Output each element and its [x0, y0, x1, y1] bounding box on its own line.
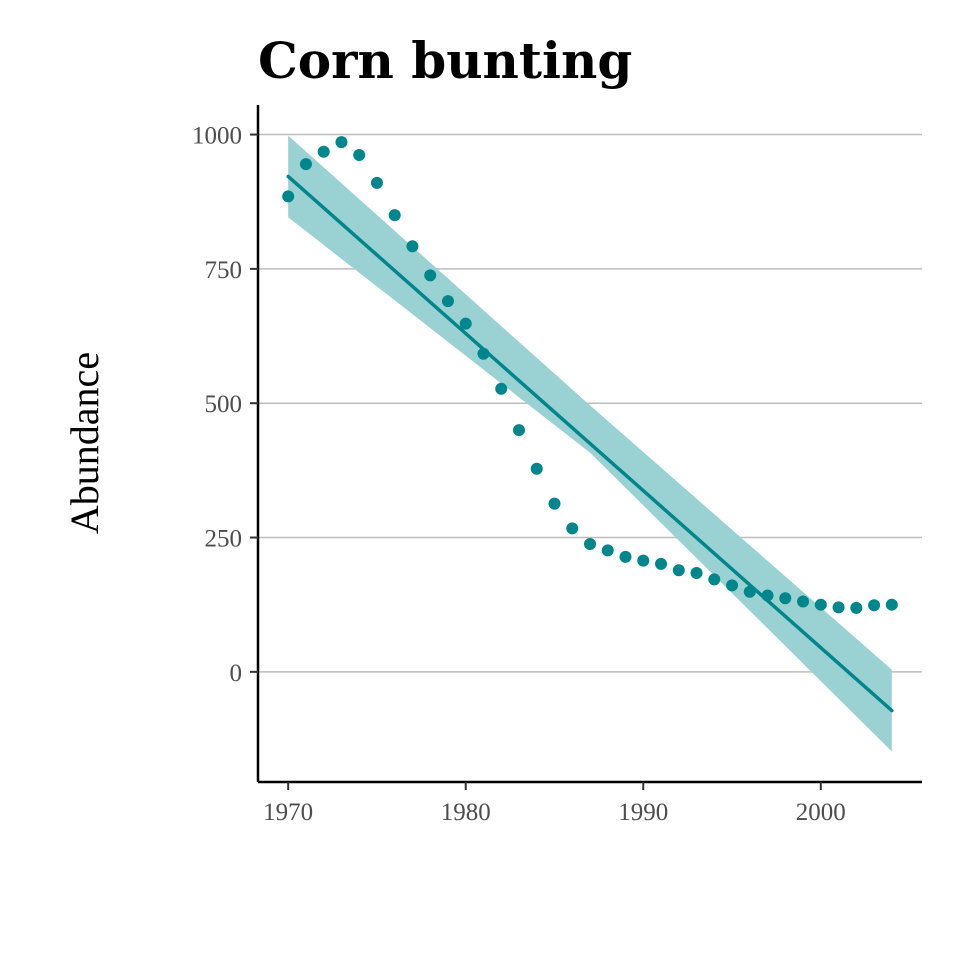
data-point-2003 [868, 599, 881, 612]
data-point-1976 [388, 209, 401, 222]
y-tick-label-750: 750 [205, 257, 243, 284]
x-tick-label-2000: 2000 [796, 799, 846, 826]
data-point-2002 [850, 601, 863, 614]
data-point-1984 [530, 462, 543, 475]
data-point-2001 [832, 601, 845, 614]
data-point-1981 [477, 347, 490, 360]
data-point-1987 [584, 537, 596, 550]
x-tick-label-1970: 1970 [263, 799, 313, 826]
data-point-1983 [512, 424, 525, 437]
data-point-1980 [459, 317, 472, 330]
data-point-1992 [672, 564, 685, 577]
data-point-1988 [601, 544, 614, 557]
x-tick-label-1980: 1980 [441, 799, 491, 826]
data-point-1998 [779, 592, 792, 605]
trend-line [286, 174, 894, 713]
data-point-1989 [619, 550, 632, 563]
data-point-1985 [548, 497, 561, 510]
data-point-1993 [690, 566, 703, 579]
data-point-1994 [708, 573, 721, 586]
data-point-1991 [655, 557, 668, 570]
data-point-1975 [370, 176, 383, 189]
data-point-1995 [726, 579, 739, 592]
data-point-2000 [814, 598, 827, 611]
trend-line-layer [286, 174, 894, 713]
data-point-1970 [282, 190, 295, 203]
data-point-1982 [495, 382, 508, 395]
x-tick-label-1990: 1990 [618, 799, 668, 826]
chart-title: Corn bunting [258, 31, 632, 90]
data-point-1973 [335, 136, 348, 149]
y-tick-label-500: 500 [205, 391, 243, 418]
data-point-1997 [761, 589, 774, 602]
data-point-1979 [441, 295, 454, 308]
tick-labels: 0 250 500 750 1000 1970 1980 1990 2000 [192, 123, 846, 826]
y-tick-label-250: 250 [205, 526, 243, 553]
data-point-1977 [406, 240, 419, 253]
data-point-1972 [317, 145, 330, 158]
y-tick-label-1000: 1000 [192, 123, 242, 150]
data-point-1990 [637, 554, 650, 567]
y-tick-label-0: 0 [230, 660, 243, 687]
y-axis-label: Abundance [62, 352, 107, 534]
data-point-1986 [566, 522, 579, 535]
data-point-1971 [299, 158, 312, 171]
axes [256, 105, 922, 784]
data-point-1978 [424, 269, 437, 282]
data-point-1996 [743, 585, 756, 598]
data-point-1974 [353, 148, 366, 161]
data-point-1999 [797, 595, 810, 608]
data-point-2004 [885, 598, 898, 611]
data-points [282, 136, 898, 614]
